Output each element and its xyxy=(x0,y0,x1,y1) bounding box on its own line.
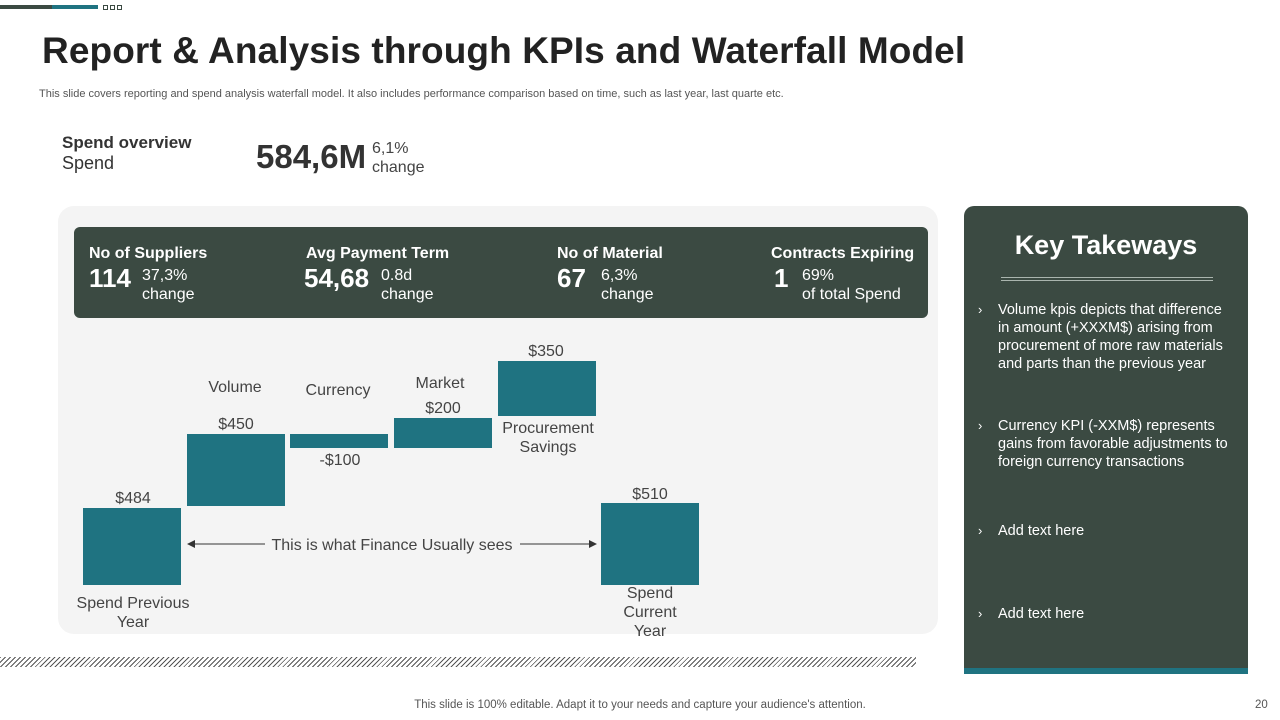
hatch-divider xyxy=(0,657,916,667)
kpi-delta-label: change xyxy=(142,286,195,303)
kpi-delta-label: of total Spend xyxy=(802,286,901,303)
waterfall-bar-procurement-savings xyxy=(498,361,596,416)
kpi-delta: 69% of total Spend xyxy=(802,266,901,304)
kpi-value: 67 xyxy=(557,263,586,293)
waterfall-bar-spend-previous-year xyxy=(83,508,181,585)
deco-square-icon xyxy=(103,5,108,10)
slide-title: Report & Analysis through KPIs and Water… xyxy=(42,30,966,71)
takeaway-text: Add text here xyxy=(998,606,1085,622)
waterfall-value-label: $200 xyxy=(425,400,461,417)
waterfall-value-label: $450 xyxy=(218,416,254,433)
chevron-right-icon: › xyxy=(978,418,983,433)
top-accent-bar xyxy=(0,5,52,9)
waterfall-category-label: Procurement Savings xyxy=(502,420,594,456)
annotation-text: This is what Finance Usually sees xyxy=(272,537,513,554)
divider xyxy=(1001,277,1213,278)
takeaway-item: › Add text here xyxy=(978,522,1234,540)
kpi-value: 114 xyxy=(89,263,131,293)
top-accent-bar-teal xyxy=(52,5,98,9)
kpi-delta: 37,3% change xyxy=(142,266,195,304)
deco-square-icon xyxy=(110,5,115,10)
kpi-delta: 6,3% change xyxy=(601,266,654,304)
kpi-delta-value: 37,3% xyxy=(142,267,188,284)
slide-subtitle: This slide covers reporting and spend an… xyxy=(39,88,784,100)
spend-change-pct: 6,1% xyxy=(372,140,409,157)
kpi-delta-value: 6,3% xyxy=(601,267,638,284)
waterfall-bar-market xyxy=(394,418,492,448)
kpi-delta-value: 69% xyxy=(802,267,835,284)
kpi-value: 1 xyxy=(774,263,789,293)
waterfall-value-label: $510 xyxy=(632,486,668,503)
kpi-delta-value: 0.8d xyxy=(381,267,413,284)
takeaway-item: › Currency KPI (-XXM$) represents gains … xyxy=(978,417,1234,471)
waterfall-chart: $484 Spend Previous Year $450 Volume -$100 Cur… xyxy=(77,343,699,640)
chevron-right-icon: › xyxy=(978,302,983,317)
key-takeaways-title: Key Takeways xyxy=(1014,230,1198,260)
key-takeaways-accent xyxy=(964,668,1248,674)
waterfall-category-label: Spend Current Year xyxy=(623,585,677,640)
waterfall-bar-volume xyxy=(187,434,285,506)
waterfall-category-label: Market xyxy=(416,375,465,392)
takeaway-item: › Add text here xyxy=(978,605,1234,623)
spend-change-label: change xyxy=(372,159,425,176)
spend-label: Spend xyxy=(62,153,115,173)
waterfall-category-label: Volume xyxy=(208,379,261,396)
kpi-delta-label: change xyxy=(381,286,434,303)
takeaway-item: › Volume kpis depicts that difference in… xyxy=(978,301,1234,373)
chevron-right-icon: › xyxy=(978,523,983,538)
deco-square-icon xyxy=(117,5,122,10)
key-takeaways-panel xyxy=(964,206,1248,668)
waterfall-value-label: -$100 xyxy=(320,452,361,469)
kpi-title: Contracts Expiring xyxy=(771,245,915,262)
chevron-right-icon: › xyxy=(978,606,983,621)
waterfall-value-label: $484 xyxy=(115,490,151,507)
kpi-title: Avg Payment Term xyxy=(306,245,450,262)
spend-change: 6,1% change xyxy=(372,139,425,177)
page-number: 20 xyxy=(1255,699,1268,711)
waterfall-bar-spend-current-year xyxy=(601,503,699,585)
spend-value: 584,6M xyxy=(256,138,367,175)
waterfall-category-label: Currency xyxy=(306,382,371,399)
footer-note: This slide is 100% editable. Adapt it to… xyxy=(414,699,866,711)
waterfall-bar-currency xyxy=(290,434,388,448)
kpi-value: 54,68 xyxy=(304,263,370,293)
takeaway-text: Add text here xyxy=(998,523,1085,539)
spend-overview-label: Spend overview xyxy=(62,133,192,152)
waterfall-category-label: Spend Previous Year xyxy=(77,595,190,631)
takeaway-text: Currency KPI (-XXM$) represents gains fr… xyxy=(998,418,1228,470)
waterfall-value-label: $350 xyxy=(528,343,564,360)
kpi-delta-label: change xyxy=(601,286,654,303)
divider xyxy=(1001,280,1213,281)
kpi-title: No of Material xyxy=(557,245,663,262)
kpi-bar xyxy=(74,227,928,318)
kpi-delta: 0.8d change xyxy=(381,266,434,304)
takeaway-text: Volume kpis depicts that difference in a… xyxy=(998,302,1223,372)
kpi-title: No of Suppliers xyxy=(89,245,208,262)
